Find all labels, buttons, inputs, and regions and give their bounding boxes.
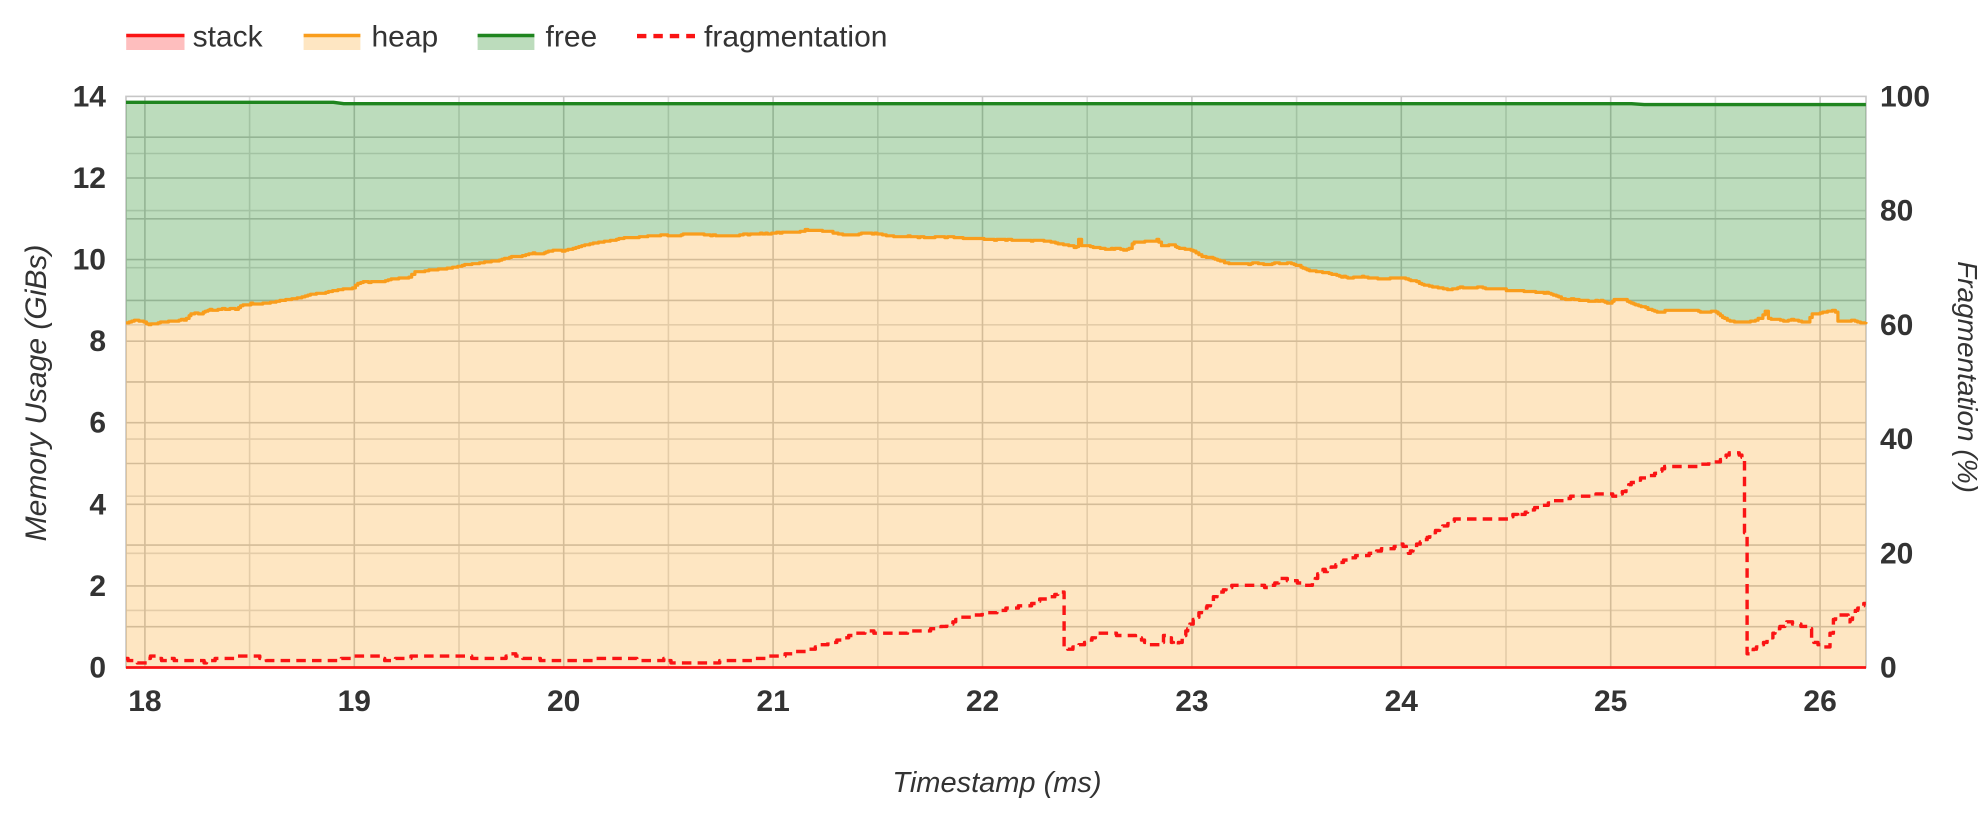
svg-text:24: 24 xyxy=(1385,685,1419,718)
svg-text:20: 20 xyxy=(547,685,580,718)
svg-text:25: 25 xyxy=(1594,685,1627,718)
svg-text:free: free xyxy=(546,20,598,53)
svg-text:8: 8 xyxy=(89,325,106,358)
svg-text:0: 0 xyxy=(89,652,106,685)
svg-text:12: 12 xyxy=(73,162,106,195)
svg-text:60: 60 xyxy=(1880,309,1913,342)
svg-text:2: 2 xyxy=(89,570,106,603)
svg-text:6: 6 xyxy=(89,407,106,440)
svg-text:23: 23 xyxy=(1175,685,1208,718)
svg-text:14: 14 xyxy=(73,80,107,113)
svg-text:Memory Usage (GiBs): Memory Usage (GiBs) xyxy=(20,245,53,542)
svg-text:100: 100 xyxy=(1880,80,1930,113)
svg-text:18: 18 xyxy=(128,685,161,718)
svg-text:80: 80 xyxy=(1880,195,1913,228)
svg-text:19: 19 xyxy=(338,685,371,718)
svg-text:20: 20 xyxy=(1880,537,1913,570)
svg-text:10: 10 xyxy=(73,244,106,277)
svg-text:stack: stack xyxy=(193,20,264,53)
svg-text:0: 0 xyxy=(1880,652,1897,685)
svg-text:4: 4 xyxy=(89,488,106,521)
svg-text:26: 26 xyxy=(1803,685,1836,718)
svg-text:heap: heap xyxy=(372,20,439,53)
svg-text:22: 22 xyxy=(966,685,999,718)
svg-text:Timestamp (ms): Timestamp (ms) xyxy=(892,767,1101,799)
svg-text:Fragmentation (%): Fragmentation (%) xyxy=(1952,261,1983,493)
svg-text:21: 21 xyxy=(756,685,789,718)
svg-text:fragmentation: fragmentation xyxy=(704,20,887,53)
svg-text:40: 40 xyxy=(1880,423,1913,456)
